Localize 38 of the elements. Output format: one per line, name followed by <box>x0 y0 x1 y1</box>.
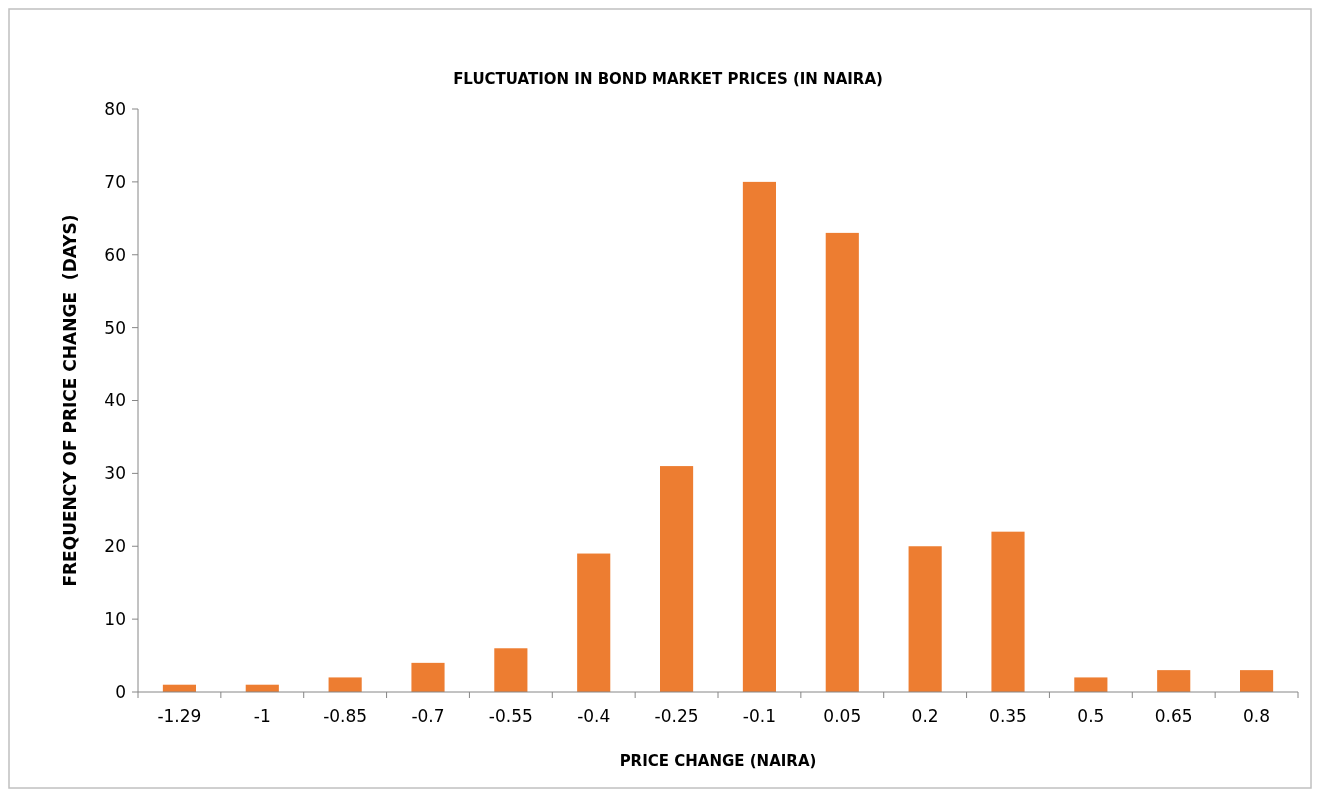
x-tick-label: 0.8 <box>1243 706 1271 726</box>
x-tick-label: -0.7 <box>411 706 445 726</box>
y-tick-label: 30 <box>104 463 126 484</box>
x-tick-label: -1 <box>253 706 271 726</box>
bar <box>328 677 362 692</box>
y-tick-label: 40 <box>104 390 126 411</box>
x-tick-label: 0.65 <box>1154 706 1193 726</box>
x-tick-label: 0.05 <box>823 706 862 726</box>
bar <box>991 531 1025 692</box>
x-tick-label: -0.25 <box>654 706 699 726</box>
bar <box>825 232 859 692</box>
x-tick-label: -1.29 <box>157 706 202 726</box>
chart-title: FLUCTUATION IN BOND MARKET PRICES (IN NAIRA) <box>453 70 883 88</box>
y-tick-label: 50 <box>104 317 126 338</box>
bar <box>494 648 528 692</box>
bar <box>660 466 694 692</box>
bar <box>1240 670 1274 692</box>
bar <box>1157 670 1191 692</box>
y-tick-label: 10 <box>104 609 126 630</box>
bar <box>908 546 942 692</box>
bar <box>1074 677 1108 692</box>
x-tick-label: -0.4 <box>577 706 611 726</box>
y-tick-label: 80 <box>104 98 126 119</box>
y-tick-label: 60 <box>104 244 126 265</box>
x-tick-label: -0.85 <box>323 706 368 726</box>
x-tick-label: 0.5 <box>1077 706 1105 726</box>
y-tick-label: 20 <box>104 536 126 557</box>
x-axis-title: PRICE CHANGE (NAIRA) <box>619 752 817 770</box>
x-tick-label: 0.2 <box>911 706 939 726</box>
y-tick-label: 0 <box>115 681 126 702</box>
x-tick-label: -0.55 <box>488 706 533 726</box>
bar <box>742 181 776 692</box>
x-tick-label: -0.1 <box>742 706 777 726</box>
bar <box>411 662 445 692</box>
y-tick-label: 70 <box>104 171 126 192</box>
y-axis-title: FREQUENCY OF PRICE CHANGE (DAYS) <box>60 214 80 587</box>
bar <box>577 553 611 692</box>
x-tick-label: 0.35 <box>989 706 1027 726</box>
